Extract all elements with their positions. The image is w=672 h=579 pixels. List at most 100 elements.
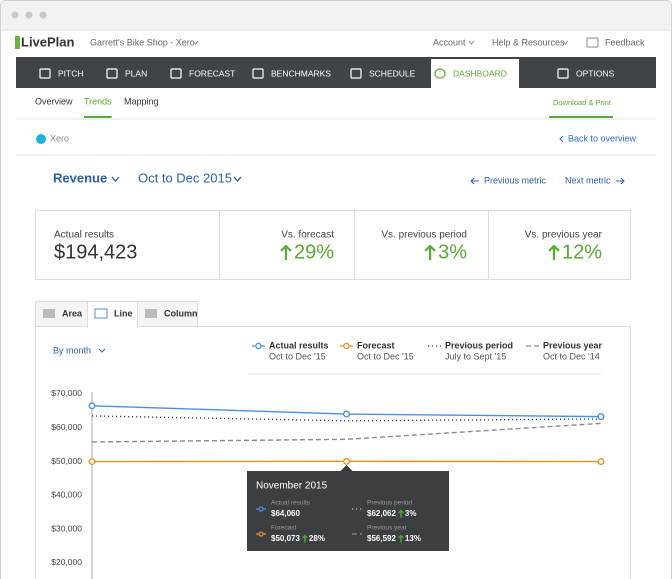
- nav-item[interactable]: PLAN: [125, 68, 147, 78]
- legend-period: Oct to Dec '15: [357, 351, 414, 361]
- download-print[interactable]: Download & Print: [553, 98, 612, 107]
- nav-item[interactable]: PITCH: [58, 68, 84, 78]
- chevron: [468, 40, 475, 45]
- group-by[interactable]: By month: [53, 345, 91, 355]
- nav-item[interactable]: FORECAST: [189, 68, 235, 78]
- y-tick-label: $50,000: [51, 456, 82, 466]
- tooltip-value: $64,060: [271, 509, 300, 518]
- nav-item[interactable]: DASHBOARD: [453, 68, 507, 78]
- tooltip: November 2015 Actual results $64,060 Foreca…: [247, 465, 449, 551]
- feedback-link[interactable]: Feedback: [605, 37, 645, 47]
- nav-icon: [170, 68, 182, 79]
- legend-name: Previous year: [543, 340, 603, 350]
- tooltip-label: Actual results: [271, 500, 311, 507]
- nav-icon: [39, 68, 51, 79]
- tooltip-change: 28%: [309, 534, 325, 543]
- data-point: [597, 458, 605, 466]
- nav-active: [431, 59, 519, 88]
- account-link[interactable]: Account: [433, 37, 466, 47]
- back-link[interactable]: Back to overview: [568, 133, 637, 143]
- source: Xero: [50, 133, 69, 143]
- arrow-right: [616, 177, 625, 185]
- stats-box: [35, 210, 631, 280]
- data-point: [88, 458, 96, 466]
- up-arrow: [280, 244, 292, 260]
- nav-icon: [252, 68, 264, 79]
- y-tick-label: $30,000: [51, 523, 82, 533]
- legend-marker: [343, 342, 350, 350]
- tooltip-label: Forecast: [271, 525, 296, 532]
- subnav-item[interactable]: Trends: [84, 96, 112, 106]
- tab-icon: [43, 309, 55, 318]
- chart-tab-label[interactable]: Line: [114, 308, 133, 318]
- tooltip-value: $62,062: [367, 509, 396, 518]
- chevron: [192, 40, 199, 45]
- chevron: [559, 135, 564, 143]
- nav-icon: [557, 68, 569, 79]
- series-line: [91, 422, 602, 443]
- tooltip-label: Previous period: [367, 500, 413, 507]
- chart-tab-label[interactable]: Area: [62, 308, 83, 318]
- tooltip-change: 3%: [405, 509, 417, 518]
- y-tick-label: $60,000: [51, 422, 82, 432]
- tooltip-value: $56,592: [367, 534, 396, 543]
- stat-label: Actual results: [54, 230, 114, 241]
- tooltip-title: November 2015: [256, 481, 328, 492]
- nav: PITCH PLAN FORECAST BENCHMARKS SCHEDULE DASHB…: [39, 59, 615, 88]
- arrow-left: [470, 177, 479, 185]
- stat-value: 12%: [562, 241, 602, 263]
- nav-item[interactable]: OPTIONS: [576, 68, 615, 78]
- tooltip-arrow: [302, 534, 308, 543]
- feedback-icon: [586, 37, 599, 48]
- data-point: [343, 410, 351, 418]
- nav-bar: [16, 57, 656, 88]
- chevron: [562, 40, 569, 45]
- tab-icon: [94, 308, 108, 319]
- tooltip-value: $50,073: [271, 534, 300, 543]
- y-tick-label: $40,000: [51, 490, 82, 500]
- logo[interactable]: LivePlan: [21, 34, 75, 49]
- nav-item[interactable]: SCHEDULE: [369, 68, 416, 78]
- tooltip-box: [247, 465, 449, 551]
- subnav-item[interactable]: Mapping: [124, 96, 159, 106]
- window-dot: [39, 11, 47, 19]
- tooltip-arrow: [398, 534, 404, 543]
- business-name[interactable]: Garrett's Bike Shop - Xero: [90, 37, 195, 47]
- help-link[interactable]: Help & Resources: [492, 37, 565, 47]
- stat-value: $194,423: [54, 241, 137, 263]
- data-point: [88, 402, 96, 410]
- stat-label: Vs. previous year: [525, 230, 603, 241]
- stat-label: Vs. forecast: [281, 230, 334, 241]
- period-select[interactable]: Oct to Dec 2015: [138, 170, 232, 185]
- data-point: [343, 457, 351, 465]
- tooltip-marker: [258, 531, 264, 537]
- series-line: [91, 415, 602, 422]
- stat-value: 3%: [438, 241, 467, 263]
- legend-marker: [255, 342, 262, 350]
- data-point: [597, 413, 605, 421]
- subnav-item[interactable]: Overview: [35, 96, 73, 106]
- chevron: [111, 176, 120, 182]
- chart-tab-label[interactable]: Column: [164, 308, 198, 318]
- stat-label: Vs. previous period: [381, 230, 467, 241]
- legend-name: Forecast: [357, 340, 395, 350]
- xero-icon: [36, 134, 46, 144]
- chart-tab[interactable]: [87, 301, 138, 328]
- previous-metric[interactable]: Previous metric: [484, 175, 547, 185]
- chevron: [98, 348, 106, 353]
- legend-name: Actual results: [269, 340, 329, 350]
- up-arrow: [424, 244, 436, 260]
- tab-icon: [145, 309, 157, 318]
- chevron: [233, 176, 242, 182]
- subnav: Overview Trends Mapping: [35, 96, 159, 118]
- tooltip-marker: [258, 506, 264, 512]
- next-metric[interactable]: Next metric: [565, 175, 611, 185]
- legend-period: July to Sept '15: [445, 351, 506, 361]
- tooltip-label: Previous year: [367, 525, 408, 532]
- window-dot: [25, 11, 33, 19]
- legend-period: Oct to Dec '14: [543, 351, 600, 361]
- nav-item[interactable]: BENCHMARKS: [271, 68, 331, 78]
- metric-select[interactable]: Revenue: [53, 170, 107, 185]
